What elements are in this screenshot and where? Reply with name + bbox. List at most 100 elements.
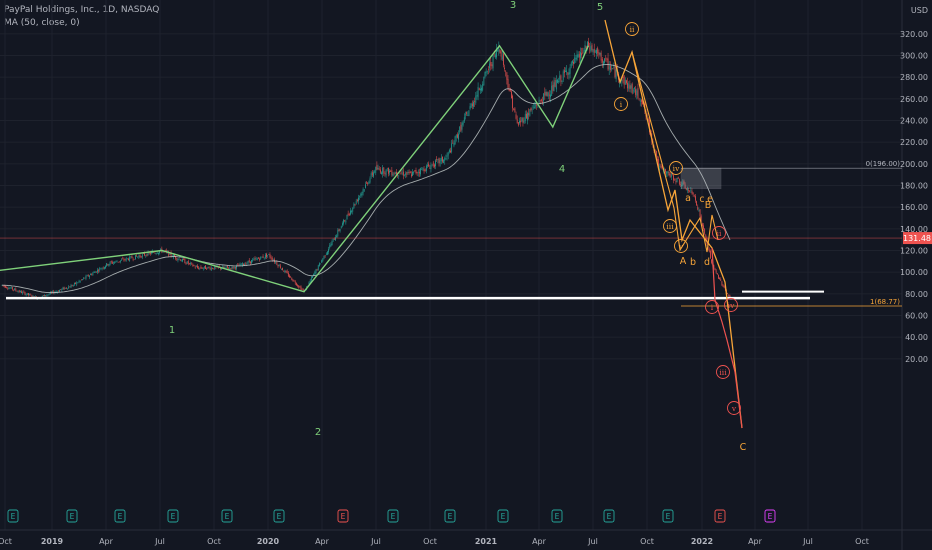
candle-body: [248, 260, 250, 263]
candle-body: [413, 171, 415, 174]
candle-body: [252, 259, 254, 261]
candle-body: [507, 78, 509, 88]
wave-circle-label: v: [731, 404, 737, 413]
candle-body: [56, 291, 58, 293]
candle-body: [406, 172, 408, 175]
candle-body: [325, 253, 327, 255]
candle-body: [540, 99, 542, 101]
candle-body: [84, 277, 86, 279]
candle-body: [703, 225, 704, 229]
wave-circle-marker: [724, 298, 738, 312]
candle-body: [680, 184, 681, 186]
candle-body: [381, 172, 382, 174]
candle-body: [221, 268, 223, 270]
candle-body: [198, 267, 200, 269]
candle-body: [446, 155, 448, 157]
candle-body: [490, 62, 492, 66]
candle-body: [201, 267, 203, 269]
candle-body: [353, 203, 355, 209]
candle-body: [696, 201, 697, 206]
candle-body: [704, 228, 706, 234]
candle-body: [47, 294, 49, 296]
candle-body: [117, 261, 119, 263]
candle-body: [605, 58, 607, 60]
candle-body: [301, 289, 303, 290]
earnings-marker-label: E: [607, 512, 612, 521]
earnings-marker: [444, 509, 456, 523]
candle-body: [130, 256, 132, 258]
candle-body: [552, 84, 554, 91]
candle-body: [623, 75, 625, 85]
moving-average-line: [2, 64, 731, 294]
candle-body: [440, 157, 442, 161]
candle-body: [6, 287, 7, 288]
candle-body: [29, 294, 30, 296]
candle-body: [660, 165, 662, 167]
y-tick-label: 80.00: [905, 290, 928, 299]
candle-body: [374, 171, 375, 173]
wave-circle-marker: [712, 226, 726, 240]
candle-body: [135, 255, 136, 260]
candle-body: [342, 223, 343, 226]
candle-body: [281, 268, 282, 270]
candle-body: [181, 260, 182, 262]
candle-body: [375, 166, 377, 173]
earnings-marker-label: E: [70, 512, 75, 521]
candle-body: [635, 89, 637, 95]
candle-body: [3, 285, 5, 287]
candle-body: [439, 159, 441, 164]
candle-body: [659, 166, 661, 169]
candle-body: [452, 142, 454, 144]
candle-body: [581, 53, 582, 56]
candle-body: [481, 87, 482, 91]
candle-body: [515, 114, 517, 119]
candle-body: [339, 228, 341, 231]
candle-body: [71, 285, 73, 287]
candle-body: [367, 183, 369, 184]
candle-body: [669, 173, 671, 178]
candle-body: [223, 266, 225, 268]
candle-body: [16, 291, 18, 292]
candle-body: [718, 274, 719, 279]
candle-body: [160, 249, 162, 251]
candle-body: [685, 188, 687, 191]
candle-body: [340, 226, 342, 229]
candle-body: [64, 287, 66, 289]
candle-body: [419, 172, 420, 174]
candle-body: [700, 216, 702, 223]
candle-body: [297, 285, 298, 286]
candle-body: [421, 169, 423, 171]
candle-body: [292, 279, 294, 282]
candle-body: [309, 280, 311, 283]
candle-body: [189, 263, 190, 264]
candle-body: [699, 209, 701, 217]
candle-body: [80, 279, 82, 281]
candle-body: [78, 281, 80, 282]
candle-body: [557, 79, 558, 83]
candle-body: [296, 283, 297, 286]
candle-body: [596, 49, 597, 54]
candle-body: [91, 274, 93, 275]
candle-body: [232, 266, 234, 269]
candle-body: [259, 258, 260, 260]
candle-body: [728, 294, 730, 297]
candle-body: [261, 256, 263, 258]
candle-body: [67, 288, 68, 290]
wave-label-abc: a: [685, 193, 691, 204]
earnings-marker-label: E: [768, 512, 773, 521]
candle-body: [429, 168, 431, 169]
candle-body: [494, 54, 496, 58]
candle-body: [267, 255, 269, 256]
candle-body: [23, 291, 25, 293]
candle-body: [235, 267, 236, 269]
wave-circle-label: iii: [719, 368, 727, 377]
candle-body: [554, 80, 556, 87]
candle-body: [484, 72, 486, 77]
candle-body: [585, 46, 587, 49]
candle-body: [136, 255, 137, 257]
candle-body: [466, 112, 467, 114]
candle-body: [723, 286, 725, 289]
candle-body: [716, 273, 718, 275]
candle-body: [356, 199, 358, 202]
